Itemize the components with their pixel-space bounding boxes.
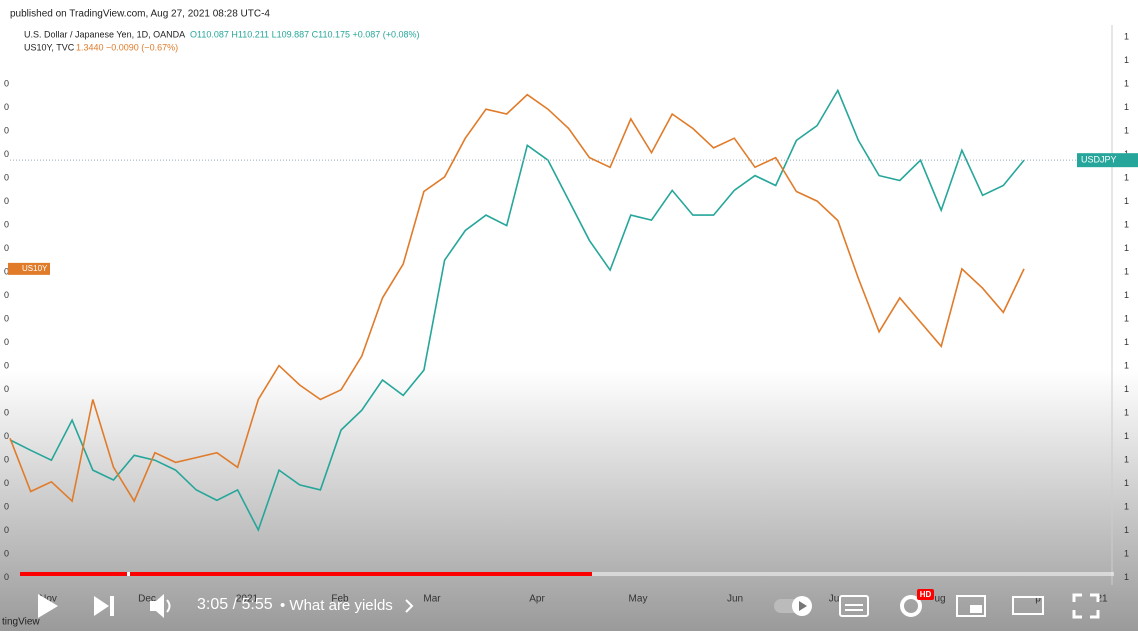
left-edge-label: 0 [4,478,9,488]
left-edge-label: 0 [4,172,9,182]
price-edge-label: 1 [1124,525,1129,535]
watermark: tingView [2,617,40,628]
chapter-arrow[interactable] [405,599,414,613]
hd-badge: HD [920,590,932,599]
left-edge-label: 0 [4,78,9,88]
price-edge-label: 1 [1124,478,1129,488]
legend-second-values: 1.3440 −0.0090 (−0.67%) [76,42,178,52]
left-edge-label: 0 [4,243,9,253]
chapter-gap [127,572,130,576]
series-tag-bg [1077,153,1138,168]
price-edge-label: 1 [1124,384,1129,394]
price-edge-label: 1 [1124,219,1129,229]
x-tick-label: Jun [727,594,743,605]
price-edge-label: 1 [1124,454,1129,464]
left-edge-label: 0 [4,525,9,535]
miniplayer-button[interactable] [956,595,986,617]
left-edge-label: 0 [4,548,9,558]
left-edge-label: 0 [4,431,9,441]
x-tick-label: Dec [138,594,156,605]
left-edge-label: 0 [4,407,9,417]
price-edge-label: 1 [1124,290,1129,300]
fullscreen-button[interactable] [1072,593,1100,619]
price-edge-label: 1 [1124,125,1129,135]
left-edge-label: 0 [4,454,9,464]
next-button[interactable] [94,596,114,616]
legend-main-values: O110.087 H110.211 L109.887 C110.175 +0.0… [190,29,420,39]
published-note: published on TradingView.com, Aug 27, 20… [10,9,270,20]
hd-badge-bg [917,589,934,600]
left-edge-label: 0 [4,572,9,582]
price-edge-label: 1 [1124,360,1129,370]
price-edge-label: 1 [1124,337,1129,347]
volume-button[interactable] [150,594,171,618]
series-line [9,88,1025,533]
series-tag-bg [8,262,50,275]
left-edge-label: 0 [4,290,9,300]
legend-main-name: U.S. Dollar / Japanese Yen, 1D, OANDA [24,29,185,39]
x-tick-label: Feb [331,594,349,605]
plot-area: 1 1 1 0 1 0 1 0 1 0 1 0 1 0 1 0 1 0 1 0 1 0 1 0 1 0 1 0 1 0 1 0 1 0 1 0 1 0 1 0… [4,31,1138,605]
price-edge-label: 1 [1124,431,1129,441]
subtitles-button[interactable] [839,595,869,617]
chapter-title[interactable]: • What are yields [280,597,393,614]
x-tick-label: 21 [1096,594,1108,605]
x-tick-label: p [1035,594,1041,605]
left-edge-label: 0 [4,360,9,370]
left-edge-label: 0 [4,196,9,206]
progress-played [20,572,592,576]
left-edge-label: 0 [4,337,9,347]
left-edge-label: 0 [4,102,9,112]
x-tick-label: Ju [829,594,840,605]
left-edge-label: 0 [4,125,9,135]
price-edge-label: 1 [1124,196,1129,206]
price-edge-label: 1 [1124,243,1129,253]
price-edge-label: 1 [1124,102,1129,112]
autoplay-toggle[interactable] [774,596,812,616]
left-edge-label: 0 [4,149,9,159]
price-edge-label: 1 [1124,548,1129,558]
x-tick-label: 2021 [236,594,259,605]
price-edge-label: 1 [1124,172,1129,182]
price-edge-label: 1 [1124,313,1129,323]
left-edge-label: 0 [4,501,9,511]
price-edge-label: 1 [1124,501,1129,511]
price-edge-label: 1 [1124,31,1129,41]
left-edge-label: 0 [4,266,9,276]
left-edge-label: 0 [4,384,9,394]
x-tick-label: Nov [39,594,57,605]
theater-button[interactable] [1012,596,1044,615]
x-tick-label: ug [934,594,945,605]
price-edge-label: 1 [1124,407,1129,417]
series-tag: US10Y [22,264,48,273]
x-tick-label: May [629,594,648,605]
legend-second-name: US10Y, TVC [24,42,75,52]
price-edge-label: 1 [1124,55,1129,65]
settings-button[interactable] [900,595,922,617]
play-button[interactable] [38,594,58,618]
price-edge-label: 1 [1124,572,1129,582]
x-tick-label: Apr [529,594,545,605]
left-edge-label: 0 [4,313,9,323]
time-display: 3:05 / 5:55 [197,596,273,613]
x-tick-label: Mar [423,594,441,605]
player-shade [0,370,1138,631]
left-edge-label: 0 [4,219,9,229]
series-tag: USDJPY [1081,155,1117,165]
series-line [9,93,1025,503]
price-edge-label: 1 [1124,78,1129,88]
price-edge-label: 1 [1124,266,1129,276]
